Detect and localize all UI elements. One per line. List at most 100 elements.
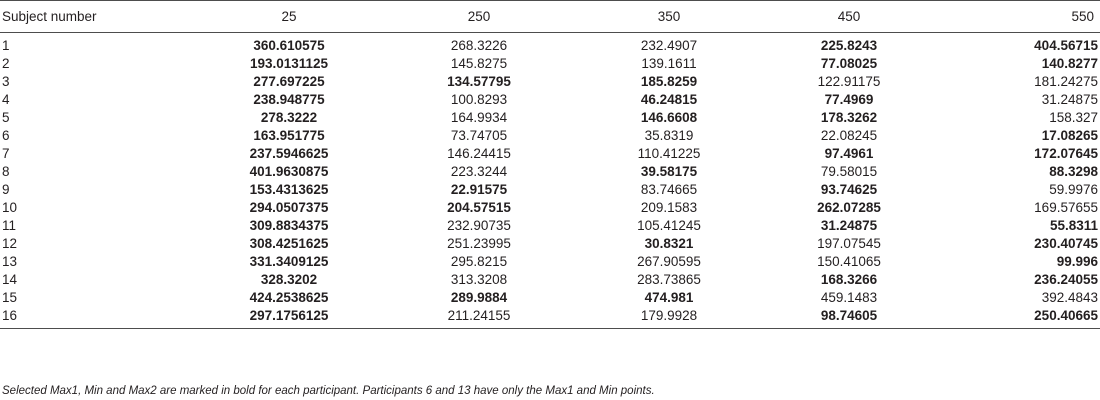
table-row: 3 277.697225 134.57795 185.8259 122.91175 181… (0, 73, 1100, 91)
value-cell: 145.8275 (450, 56, 508, 71)
value-cell: 55.8311 (1049, 218, 1098, 233)
table-row: 2 193.0131125 145.8275 139.1611 77.08025 140.… (0, 55, 1100, 73)
value-cell: 328.3202 (260, 272, 318, 287)
header-subject-number: Subject number (0, 0, 194, 33)
subject-number-cell: 15 (2, 290, 18, 305)
value-cell: 140.8277 (1041, 56, 1098, 71)
table-row: 11 309.8834375 232.90735 105.41245 31.24875 5… (0, 217, 1100, 235)
value-cell: 83.74665 (640, 182, 698, 197)
value-cell: 77.4969 (824, 92, 874, 107)
value-cell: 331.3409125 (249, 254, 329, 269)
table-row: 4 238.948775 100.8293 46.24815 77.4969 31.248… (0, 91, 1100, 109)
value-cell: 164.9934 (450, 110, 508, 125)
value-cell: 178.3262 (820, 110, 878, 125)
value-cell: 232.4907 (640, 38, 698, 53)
value-cell: 22.91575 (450, 182, 508, 197)
header-450: 450 (764, 0, 934, 33)
value-cell: 98.74605 (764, 307, 934, 329)
value-cell: 277.697225 (253, 74, 325, 89)
subject-number-cell: 11 (2, 218, 17, 233)
value-cell: 204.57515 (447, 200, 511, 215)
subject-number-cell: 3 (2, 74, 10, 89)
value-cell: 223.3244 (450, 164, 508, 179)
value-cell: 79.58015 (820, 164, 878, 179)
subject-number-cell: 5 (2, 110, 10, 125)
value-cell: 236.24055 (1034, 272, 1098, 287)
table-row: 6 163.951775 73.74705 35.8319 22.08245 17.082… (0, 127, 1100, 145)
table-row: 1 360.610575 268.3226 232.4907 225.8243 404.5… (0, 33, 1100, 56)
value-cell: 139.1611 (641, 56, 697, 71)
value-cell: 110.41225 (637, 146, 701, 161)
value-cell: 295.8215 (450, 254, 508, 269)
subject-number-cell: 8 (2, 164, 10, 179)
table-row: 8 401.9630875 223.3244 39.58175 79.58015 88.3… (0, 163, 1100, 181)
value-cell: 153.4313625 (249, 182, 329, 197)
value-cell: 474.981 (644, 290, 694, 305)
value-cell: 283.73865 (637, 272, 701, 287)
value-cell: 251.23995 (447, 236, 511, 251)
value-cell: 230.40745 (1034, 236, 1098, 251)
subject-number-cell: 16 (0, 307, 194, 329)
value-cell: 39.58175 (640, 164, 698, 179)
header-25: 25 (194, 0, 384, 33)
subject-number-cell: 1 (2, 38, 10, 53)
table-row: 13 331.3409125 295.8215 267.90595 150.41065 9… (0, 253, 1100, 271)
value-cell: 99.996 (1056, 254, 1098, 269)
value-cell: 262.07285 (817, 200, 881, 215)
value-cell: 73.74705 (450, 128, 508, 143)
value-cell: 31.24875 (820, 218, 878, 233)
table-body: 1 360.610575 268.3226 232.4907 225.8243 404.5… (0, 33, 1100, 329)
value-cell: 309.8834375 (249, 218, 329, 233)
subject-values-table: Subject number 25 250 350 450 550 1 360.6… (0, 0, 1100, 329)
value-cell: 97.4961 (824, 146, 874, 161)
value-cell: 197.07545 (817, 236, 881, 251)
table-row: 15 424.2538625 289.9884 474.981 459.1483 392.… (0, 289, 1100, 307)
value-cell: 278.3222 (260, 110, 318, 125)
data-table-container: Subject number 25 250 350 450 550 1 360.6… (0, 0, 1100, 329)
value-cell: 146.24415 (447, 146, 511, 161)
value-cell: 22.08245 (820, 128, 878, 143)
value-cell: 185.8259 (640, 74, 698, 89)
value-cell: 122.91175 (817, 74, 881, 89)
value-cell: 77.08025 (820, 56, 878, 71)
value-cell: 297.1756125 (194, 307, 384, 329)
subject-number-cell: 2 (2, 56, 10, 71)
value-cell: 225.8243 (820, 38, 878, 53)
value-cell: 237.5946625 (249, 146, 329, 161)
table-row: 10 294.0507375 204.57515 209.1583 262.07285 1… (0, 199, 1100, 217)
subject-number-cell: 12 (2, 236, 18, 251)
value-cell: 289.9884 (450, 290, 508, 305)
value-cell: 163.951775 (253, 128, 325, 143)
value-cell: 172.07645 (1034, 146, 1098, 161)
value-cell: 168.3266 (820, 272, 878, 287)
value-cell: 209.1583 (640, 200, 698, 215)
value-cell: 404.56715 (1034, 38, 1098, 53)
value-cell: 424.2538625 (249, 290, 329, 305)
table-row: 7 237.5946625 146.24415 110.41225 97.4961 172… (0, 145, 1100, 163)
value-cell: 46.24815 (640, 92, 698, 107)
subject-number-cell: 7 (2, 146, 10, 161)
value-cell: 360.610575 (253, 38, 325, 53)
value-cell: 134.57795 (447, 74, 511, 89)
table-footnote: Selected Max1, Min and Max2 are marked i… (2, 385, 655, 397)
value-cell: 35.8319 (644, 128, 694, 143)
subject-number-cell: 13 (2, 254, 18, 269)
table-row: 16 297.1756125 211.24155 179.9928 98.74605 25… (0, 307, 1100, 329)
header-250: 250 (384, 0, 574, 33)
subject-number-cell: 9 (2, 182, 10, 197)
value-cell: 100.8293 (450, 92, 508, 107)
value-cell: 17.08265 (1041, 128, 1098, 143)
value-cell: 459.1483 (820, 290, 878, 305)
value-cell: 30.8321 (644, 236, 694, 251)
header-350: 350 (574, 0, 764, 33)
value-cell: 105.41245 (637, 218, 701, 233)
value-cell: 88.3298 (1049, 164, 1098, 179)
table-row: 14 328.3202 313.3208 283.73865 168.3266 236.2… (0, 271, 1100, 289)
table-row: 5 278.3222 164.9934 146.6608 178.3262 158.327 (0, 109, 1100, 127)
value-cell: 232.90735 (447, 218, 511, 233)
value-cell: 181.24275 (1034, 74, 1098, 89)
subject-number-cell: 4 (2, 92, 10, 107)
table-header-row: Subject number 25 250 350 450 550 (0, 0, 1100, 33)
subject-number-cell: 6 (2, 128, 10, 143)
value-cell: 150.41065 (817, 254, 881, 269)
